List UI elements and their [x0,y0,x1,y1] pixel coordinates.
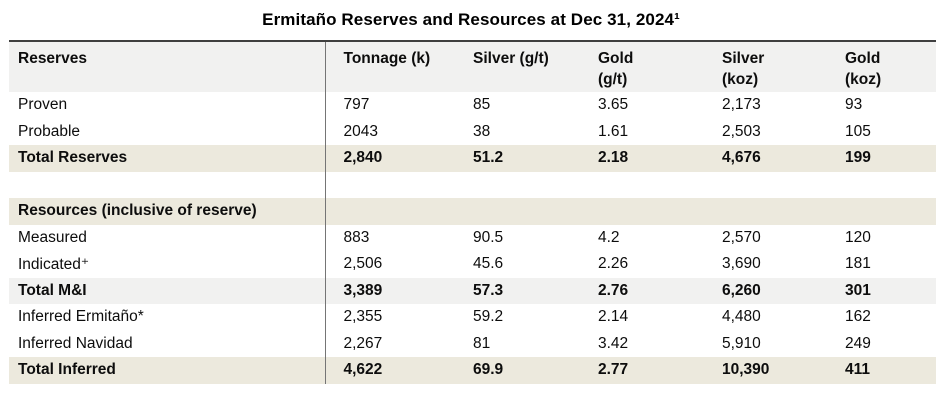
cell-value: 2,173 [722,96,761,114]
column-header-gold-gt: Gold (g/t) [580,41,704,92]
cell-value: 5,910 [722,334,761,352]
row-label: Resources (inclusive of reserve) [9,198,326,225]
column-header-label: Gold [845,50,881,67]
cell-value: 90.5 [473,228,504,246]
cell-value [704,198,827,225]
cell-value: 199 [827,145,936,172]
cell-value: 4,622 [325,357,455,384]
table-row-probable: Probable 2043 38 1.61 2,503 105 [9,118,936,145]
column-header-label: Silver (g/t) [473,50,549,67]
cell-value: 3,389 [325,277,455,304]
cell-value: 81 [473,334,491,352]
table-row-measured: Measured 883 90.5 4.2 2,570 120 [9,224,936,251]
column-header-label: Tonnage (k) [343,50,431,67]
cell-value: 6,260 [704,277,827,304]
table-row-inferred-ermitano: Inferred Ermitaño* 2,355 59.2 2.14 4,480… [9,304,936,331]
table-row-spacer [9,171,936,198]
table-row-inferred-navidad: Inferred Navidad 2,267 81 3.42 5,910 249 [9,330,936,357]
cell-value: 797 [343,96,370,114]
row-label: Inferred Ermitaño* [9,304,326,331]
cell-value: 2.26 [598,255,629,273]
cell-value: 59.2 [473,308,504,326]
cell-value: 3.42 [598,334,629,352]
cell-value: 69.9 [455,357,580,384]
table-header: Reserves Tonnage (k) Silver (g/t) Gold (… [9,41,936,92]
cell-value: 4,676 [704,145,827,172]
column-header-label: Reserves [18,50,87,67]
column-header-tonnage: Tonnage (k) [325,41,455,92]
cell-value: 105 [845,122,871,140]
cell-value [704,171,827,198]
cell-value: 2,506 [343,255,383,273]
column-header-label: Silver [722,50,765,67]
row-label: Measured [9,224,326,251]
cell-value: 38 [473,122,491,140]
cell-value: 411 [827,357,936,384]
cell-value: 2,355 [343,308,383,326]
cell-value [325,198,455,225]
cell-value [455,171,580,198]
cell-value: 4.2 [598,228,620,246]
cell-value: 883 [343,228,370,246]
column-header-gold-koz: Gold (koz) [827,41,936,92]
cell-value: 51.2 [455,145,580,172]
column-header-reserves: Reserves [9,41,326,92]
cell-value: 2,503 [722,122,761,140]
header-row: Reserves Tonnage (k) Silver (g/t) Gold (… [9,41,936,92]
cell-value: 120 [845,228,871,246]
column-header-silver-gt: Silver (g/t) [455,41,580,92]
table-row-resources-section: Resources (inclusive of reserve) [9,198,936,225]
cell-value: 45.6 [473,255,504,273]
cell-value: 162 [845,308,871,326]
cell-value: 2,570 [722,228,761,246]
column-header-label: (g/t) [598,71,628,88]
cell-value: 4,480 [722,308,761,326]
column-header-label: Gold [598,50,634,67]
cell-value: 2,267 [343,334,383,352]
row-label: Indicated⁺ [9,251,326,278]
row-label: Proven [9,92,326,119]
row-label: Total Inferred [9,357,326,384]
cell-value [325,171,455,198]
cell-value: 249 [845,334,871,352]
column-header-silver-koz: Silver (koz) [704,41,827,92]
column-header-label: (koz) [722,71,759,88]
cell-value: 93 [845,96,863,114]
cell-value: 181 [845,255,871,273]
table-row-total-inferred: Total Inferred 4,622 69.9 2.77 10,390 41… [9,357,936,384]
cell-value [827,171,936,198]
cell-value: 2.18 [580,145,704,172]
cell-value: 2.14 [598,308,629,326]
cell-value: 2043 [343,122,378,140]
cell-value [455,198,580,225]
cell-value: 2,840 [325,145,455,172]
cell-value: 85 [473,96,491,114]
cell-value: 10,390 [704,357,827,384]
column-header-label: (koz) [845,71,882,88]
row-label: Total M&I [9,277,326,304]
cell-value: 1.61 [598,122,629,140]
cell-value [580,198,704,225]
cell-value: 301 [827,277,936,304]
cell-value: 2.76 [580,277,704,304]
table-row-total-mi: Total M&I 3,389 57.3 2.76 6,260 301 [9,277,936,304]
row-label: Total Reserves [9,145,326,172]
row-label: Probable [9,118,326,145]
row-label [9,171,326,198]
table-row-indicated: Indicated⁺ 2,506 45.6 2.26 3,690 181 [9,251,936,278]
cell-value [580,171,704,198]
cell-value: 3.65 [598,96,629,114]
row-label: Inferred Navidad [9,330,326,357]
page-title: Ermitaño Reserves and Resources at Dec 3… [262,10,680,29]
cell-value: 3,690 [722,255,761,273]
reserves-resources-table: Reserves Tonnage (k) Silver (g/t) Gold (… [9,40,936,384]
cell-value: 2.77 [580,357,704,384]
cell-value: 57.3 [455,277,580,304]
cell-value [827,198,936,225]
table-row-total-reserves: Total Reserves 2,840 51.2 2.18 4,676 199 [9,145,936,172]
table-row-proven: Proven 797 85 3.65 2,173 93 [9,92,936,119]
